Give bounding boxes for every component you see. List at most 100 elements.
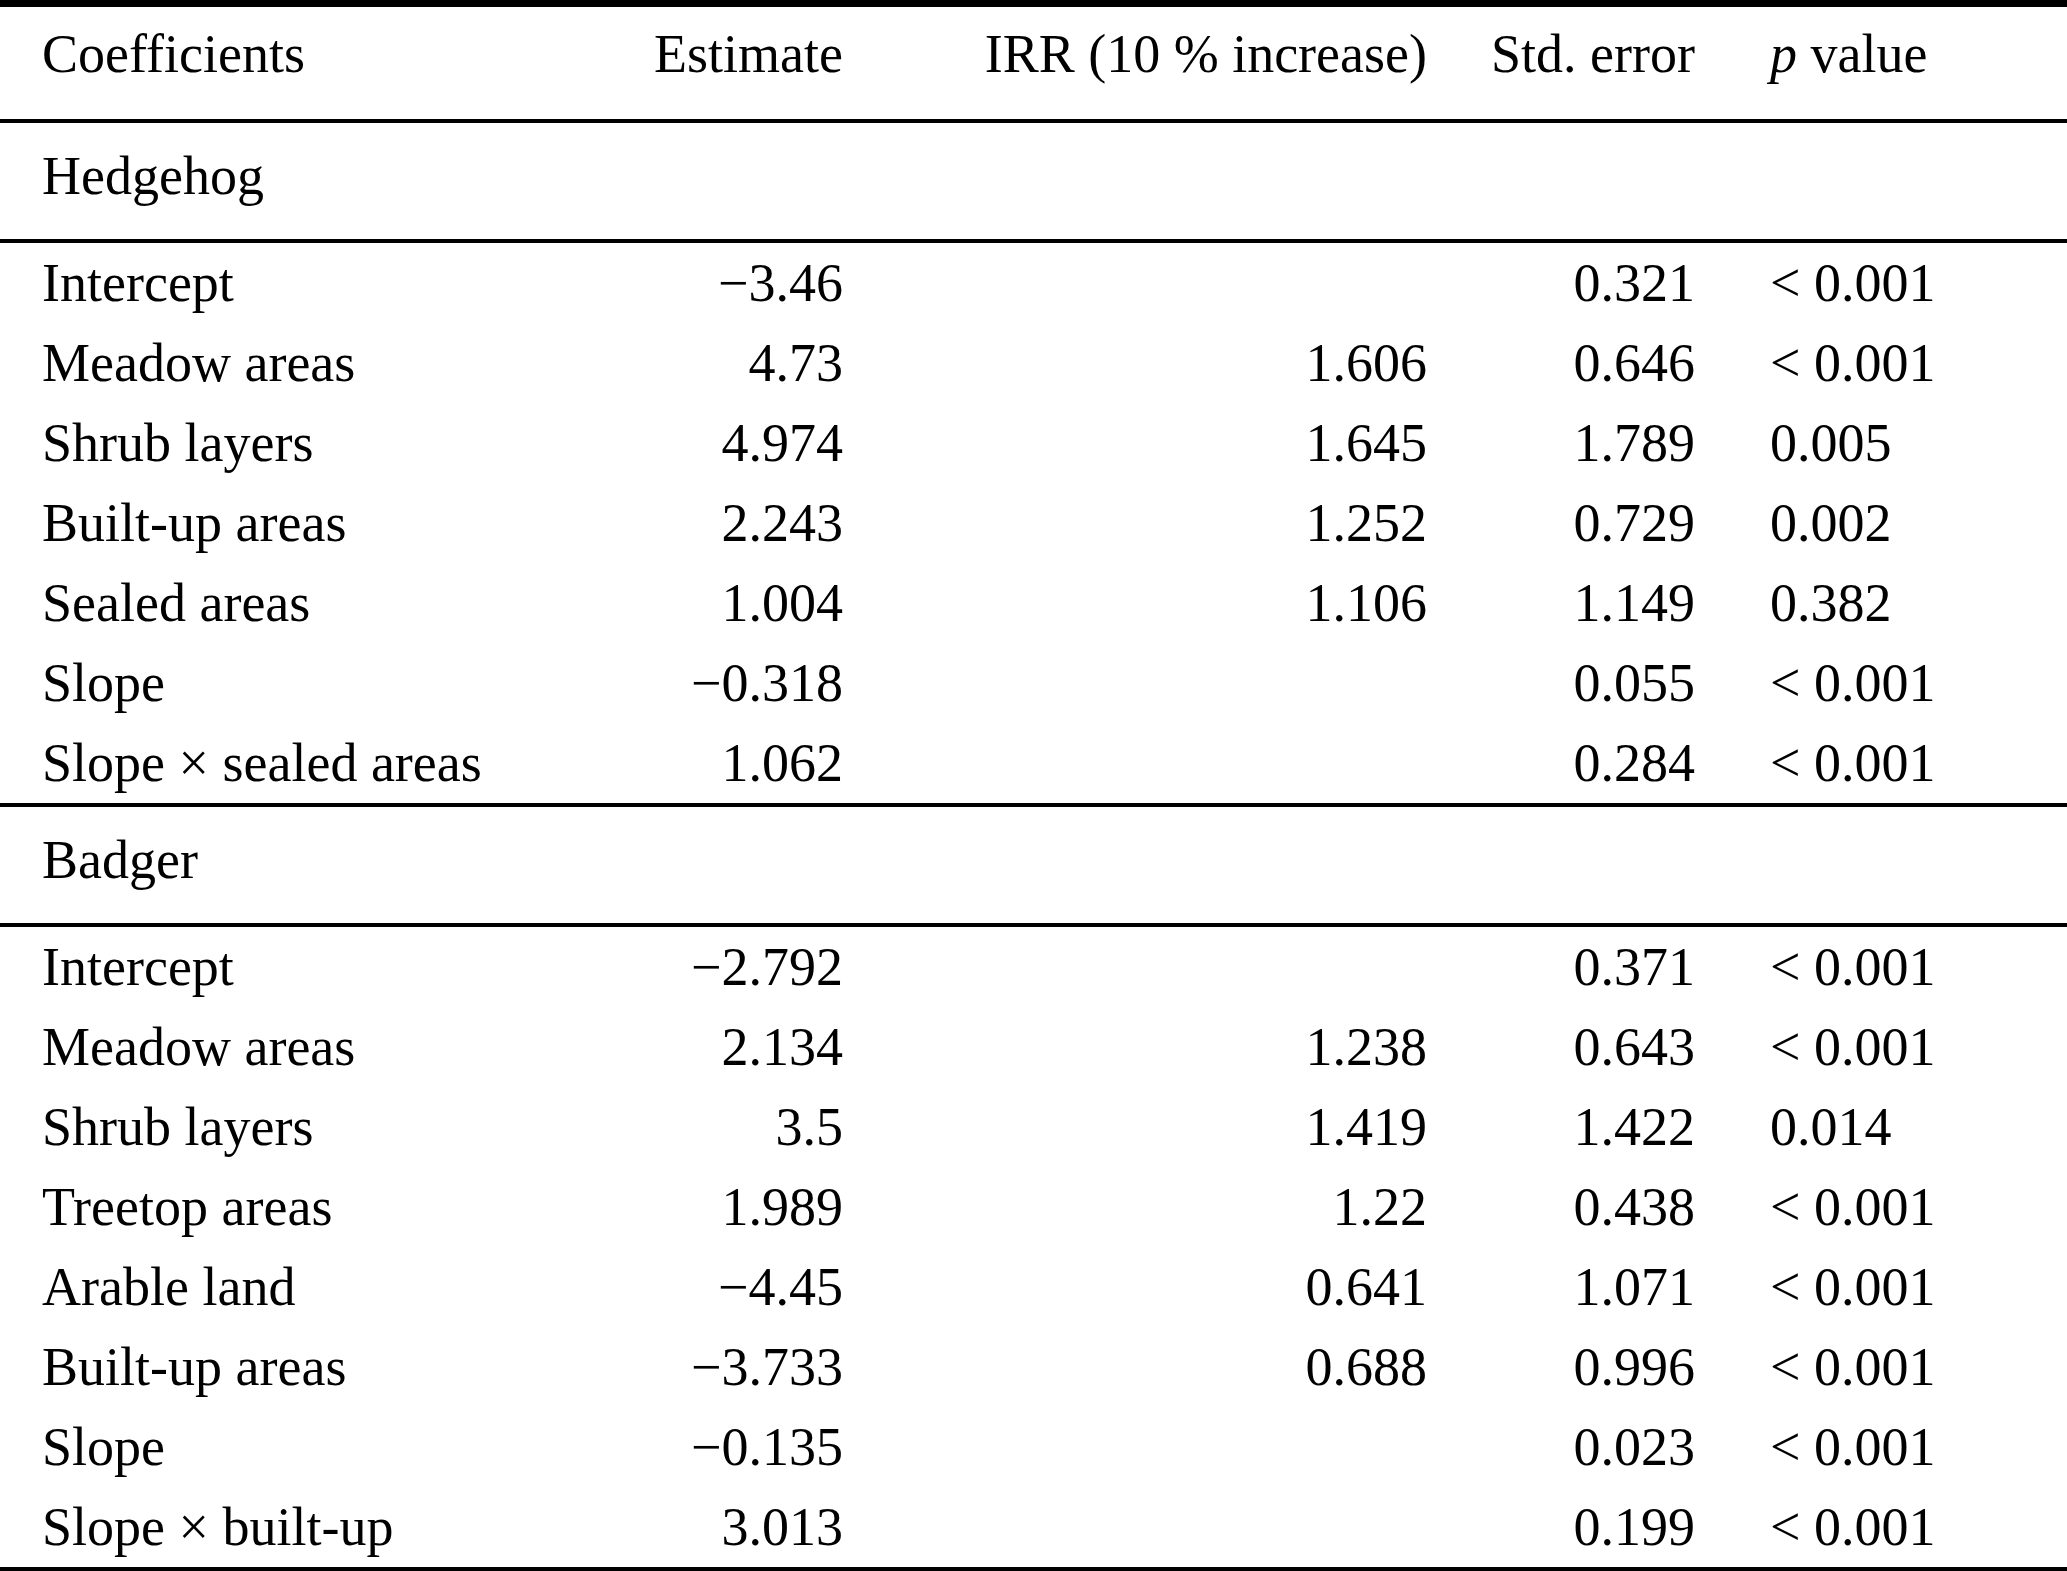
estimate-cell: −3.733: [588, 1327, 855, 1407]
table-row: Slope × sealed areas1.0620.284< 0.001: [0, 723, 2067, 805]
estimate-cell: 4.73: [588, 323, 855, 403]
std-error-cell: 0.371: [1440, 925, 1708, 1007]
std-error-cell: 0.996: [1440, 1327, 1708, 1407]
table-row: Meadow areas2.1341.2380.643< 0.001: [0, 1007, 2067, 1087]
p-value-cell: < 0.001: [1708, 925, 2067, 1007]
table-row: Shrub layers3.51.4191.4220.014: [0, 1087, 2067, 1167]
irr-cell: 0.641: [855, 1247, 1440, 1327]
std-error-cell: 1.149: [1440, 563, 1708, 643]
table-row: Arable land−4.450.6411.071< 0.001: [0, 1247, 2067, 1327]
row-label: Built-up areas: [0, 483, 588, 563]
estimate-cell: −0.135: [588, 1407, 855, 1487]
p-value-cell: 0.382: [1708, 563, 2067, 643]
column-header-coefficients: Coefficients: [0, 4, 588, 122]
irr-cell: [855, 1407, 1440, 1487]
irr-cell: 1.22: [855, 1167, 1440, 1247]
std-error-cell: 0.643: [1440, 1007, 1708, 1087]
row-label: Intercept: [0, 241, 588, 323]
estimate-cell: −3.46: [588, 241, 855, 323]
column-header-estimate: Estimate: [588, 4, 855, 122]
estimate-cell: 1.062: [588, 723, 855, 805]
row-label: Shrub layers: [0, 1087, 588, 1167]
row-label: Meadow areas: [0, 323, 588, 403]
std-error-cell: 0.646: [1440, 323, 1708, 403]
p-value-cell: < 0.001: [1708, 1407, 2067, 1487]
estimate-cell: −2.792: [588, 925, 855, 1007]
std-error-cell: 1.789: [1440, 403, 1708, 483]
p-value-cell: 0.005: [1708, 403, 2067, 483]
p-value-cell: 0.002: [1708, 483, 2067, 563]
irr-cell: [855, 723, 1440, 805]
estimate-cell: 1.004: [588, 563, 855, 643]
std-error-cell: 1.071: [1440, 1247, 1708, 1327]
irr-cell: [855, 925, 1440, 1007]
p-value-cell: < 0.001: [1708, 241, 2067, 323]
std-error-cell: 1.422: [1440, 1087, 1708, 1167]
irr-cell: 1.419: [855, 1087, 1440, 1167]
irr-cell: [855, 643, 1440, 723]
table-row: Built-up areas−3.7330.6880.996< 0.001: [0, 1327, 2067, 1407]
irr-cell: [855, 1487, 1440, 1571]
row-label: Built-up areas: [0, 1327, 588, 1407]
std-error-cell: 0.729: [1440, 483, 1708, 563]
table-row: Shrub layers4.9741.6451.7890.005: [0, 403, 2067, 483]
header-row: Coefficients Estimate IRR (10 % increase…: [0, 4, 2067, 122]
column-header-p-value: p value: [1708, 4, 2067, 122]
table-row: Sealed areas1.0041.1061.1490.382: [0, 563, 2067, 643]
p-value-cell: < 0.001: [1708, 1487, 2067, 1571]
p-value-cell: < 0.001: [1708, 1007, 2067, 1087]
irr-cell: 1.252: [855, 483, 1440, 563]
estimate-cell: 4.974: [588, 403, 855, 483]
table-row: Slope−0.135 0.023< 0.001: [0, 1407, 2067, 1487]
estimate-cell: 2.243: [588, 483, 855, 563]
table-header: Coefficients Estimate IRR (10 % increase…: [0, 4, 2067, 122]
table-section: HedgehogIntercept−3.460.321< 0.001Meadow…: [0, 121, 2067, 805]
irr-cell: 1.606: [855, 323, 1440, 403]
irr-cell: [855, 241, 1440, 323]
std-error-cell: 0.438: [1440, 1167, 1708, 1247]
p-value-cell: < 0.001: [1708, 1327, 2067, 1407]
row-label: Slope: [0, 1407, 588, 1487]
std-error-cell: 0.321: [1440, 241, 1708, 323]
coefficients-table: Coefficients Estimate IRR (10 % increase…: [0, 0, 2067, 1571]
p-value-cell: 0.014: [1708, 1087, 2067, 1167]
irr-cell: 0.688: [855, 1327, 1440, 1407]
estimate-cell: 2.134: [588, 1007, 855, 1087]
row-label: Slope: [0, 643, 588, 723]
row-label: Meadow areas: [0, 1007, 588, 1087]
section-header-row: Hedgehog: [0, 121, 2067, 241]
std-error-cell: 0.023: [1440, 1407, 1708, 1487]
irr-cell: 1.645: [855, 403, 1440, 483]
row-label: Arable land: [0, 1247, 588, 1327]
p-value-cell: < 0.001: [1708, 1167, 2067, 1247]
section-header-row: Badger: [0, 805, 2067, 925]
estimate-cell: 1.989: [588, 1167, 855, 1247]
irr-cell: 1.238: [855, 1007, 1440, 1087]
table-row: Intercept−3.46 0.321< 0.001: [0, 241, 2067, 323]
p-value-cell: < 0.001: [1708, 643, 2067, 723]
section-title: Badger: [0, 805, 2067, 925]
table-row: Intercept−2.792 0.371< 0.001: [0, 925, 2067, 1007]
row-label: Slope × sealed areas: [0, 723, 588, 805]
table-row: Treetop areas1.9891.220.438< 0.001: [0, 1167, 2067, 1247]
row-label: Shrub layers: [0, 403, 588, 483]
std-error-cell: 0.055: [1440, 643, 1708, 723]
estimate-cell: 3.5: [588, 1087, 855, 1167]
column-header-std-error: Std. error: [1440, 4, 1708, 122]
p-value-header-rest: value: [1797, 24, 1927, 84]
p-value-cell: < 0.001: [1708, 723, 2067, 805]
estimate-cell: −4.45: [588, 1247, 855, 1327]
table-row: Slope × built-up3.0130.199< 0.001: [0, 1487, 2067, 1571]
irr-cell: 1.106: [855, 563, 1440, 643]
row-label: Intercept: [0, 925, 588, 1007]
p-value-italic-p: p: [1770, 24, 1797, 84]
std-error-cell: 0.199: [1440, 1487, 1708, 1571]
column-header-irr: IRR (10 % increase): [855, 4, 1440, 122]
table-row: Slope−0.3180.055< 0.001: [0, 643, 2067, 723]
table-section: BadgerIntercept−2.7920.371< 0.001Meadow …: [0, 805, 2067, 1571]
p-value-cell: < 0.001: [1708, 323, 2067, 403]
row-label: Slope × built-up: [0, 1487, 588, 1571]
table-row: Meadow areas4.731.6060.646< 0.001: [0, 323, 2067, 403]
row-label: Treetop areas: [0, 1167, 588, 1247]
p-value-cell: < 0.001: [1708, 1247, 2067, 1327]
